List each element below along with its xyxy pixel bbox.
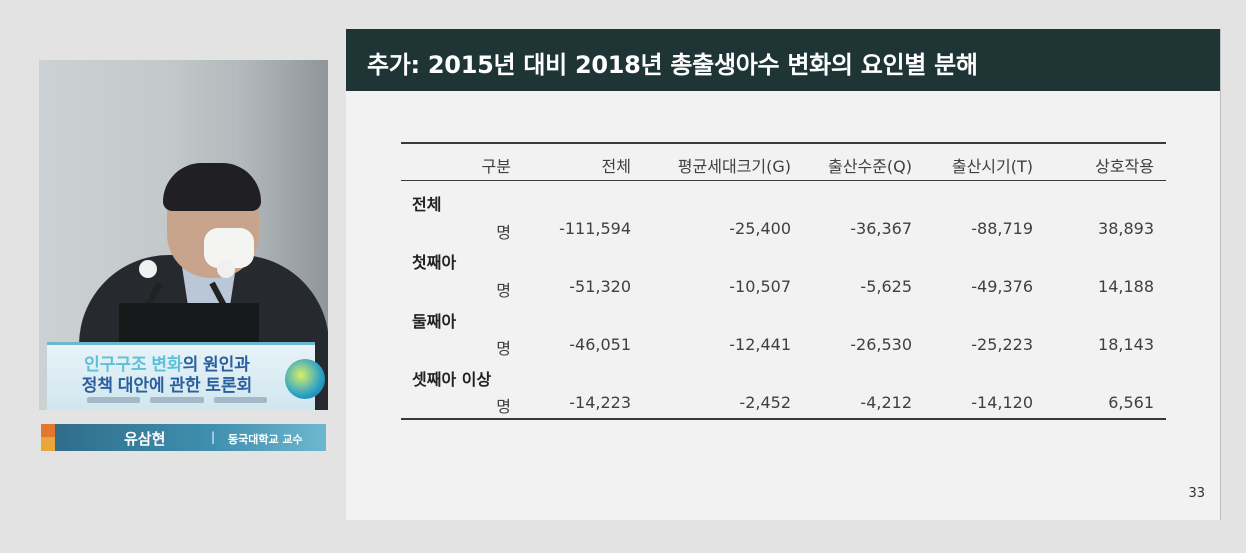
- microphone-left-head: [139, 260, 157, 278]
- row-unit: 명: [496, 223, 511, 242]
- speaker-affiliation: 동국대학교 교수: [228, 433, 303, 446]
- column-header: 평균세대크기(G): [677, 157, 791, 176]
- podium-title-line1-highlight: 인구구조 변화: [84, 355, 183, 374]
- speaker-caption: 유삼현 | 동국대학교 교수: [41, 424, 326, 451]
- table-cell: 18,143: [1098, 335, 1154, 354]
- table-cell: -5,625: [860, 277, 912, 296]
- table-cell: -36,367: [850, 219, 912, 238]
- row-unit: 명: [496, 339, 511, 358]
- table-cell: 6,561: [1108, 393, 1154, 412]
- table-top-rule: [401, 142, 1166, 144]
- column-header: 출산시기(T): [951, 157, 1033, 176]
- slide-edge: [1220, 29, 1221, 520]
- speaker-hair: [163, 163, 261, 211]
- caption-accent-bottom: [41, 437, 55, 451]
- sponsor-logo: [150, 397, 204, 403]
- podium-banner: 인구구조 변화의 원인과 정책 대안에 관한 토론회: [47, 342, 325, 410]
- row-group-label: 첫째아: [412, 253, 457, 272]
- podium-title-line2: 정책 대안에 관한 토론회: [47, 371, 287, 396]
- column-header: 상호작용: [1095, 157, 1154, 176]
- table-cell: -51,320: [569, 277, 631, 296]
- row-group-label: 전체: [412, 195, 442, 214]
- table-cell: -25,400: [729, 219, 791, 238]
- row-unit: 명: [496, 281, 511, 300]
- sponsor-logo: [87, 397, 141, 403]
- slide-title: 추가: 2015년 대비 2018년 총출생아수 변화의 요인별 분해: [367, 51, 978, 79]
- column-header: 구분: [481, 157, 511, 176]
- table-cell: -14,120: [971, 393, 1033, 412]
- table-bottom-rule: [401, 418, 1166, 420]
- table-cell: -111,594: [559, 219, 631, 238]
- podium-title-line1-rest: 의 원인과: [182, 355, 250, 374]
- table-cell: -25,223: [971, 335, 1033, 354]
- table-cell: -2,452: [739, 393, 791, 412]
- slide-page-number: 33: [1188, 486, 1205, 501]
- caption-accent-top: [41, 424, 55, 437]
- speaker-name: 유삼현: [124, 431, 166, 448]
- table-header-rule: [401, 180, 1166, 181]
- table-cell: 38,893: [1098, 219, 1154, 238]
- column-header: 전체: [601, 157, 631, 176]
- podium-sponsor-logos: [87, 397, 267, 405]
- table-cell: -88,719: [971, 219, 1033, 238]
- table-cell: -10,507: [729, 277, 791, 296]
- table-cell: -46,051: [569, 335, 631, 354]
- table-cell: 14,188: [1098, 277, 1154, 296]
- table-cell: -26,530: [850, 335, 912, 354]
- speaker-video: 인구구조 변화의 원인과 정책 대안에 관한 토론회: [39, 60, 328, 410]
- podium-monitor: [119, 303, 259, 343]
- globe-emblem-icon: [285, 359, 325, 399]
- column-header: 출산수준(Q): [828, 157, 912, 176]
- slide-title-bar: 추가: 2015년 대비 2018년 총출생아수 변화의 요인별 분해: [346, 29, 1220, 91]
- table-cell: -49,376: [971, 277, 1033, 296]
- presentation-slide: 추가: 2015년 대비 2018년 총출생아수 변화의 요인별 분해 구분 전…: [346, 29, 1221, 520]
- row-group-label: 둘째아: [412, 312, 457, 331]
- podium-title-line2-lead: 정책 대안: [81, 376, 149, 395]
- row-group-label: 셋째아 이상: [412, 370, 492, 389]
- table-cell: -12,441: [729, 335, 791, 354]
- row-unit: 명: [496, 397, 511, 416]
- podium-title-line1: 인구구조 변화의 원인과: [47, 350, 287, 375]
- podium-title-line2-rest: 에 관한 토론회: [149, 376, 253, 395]
- table-cell: -4,212: [860, 393, 912, 412]
- caption-separator: |: [211, 430, 216, 444]
- table-cell: -14,223: [569, 393, 631, 412]
- sponsor-logo: [213, 397, 267, 403]
- microphone-right-head: [217, 260, 235, 278]
